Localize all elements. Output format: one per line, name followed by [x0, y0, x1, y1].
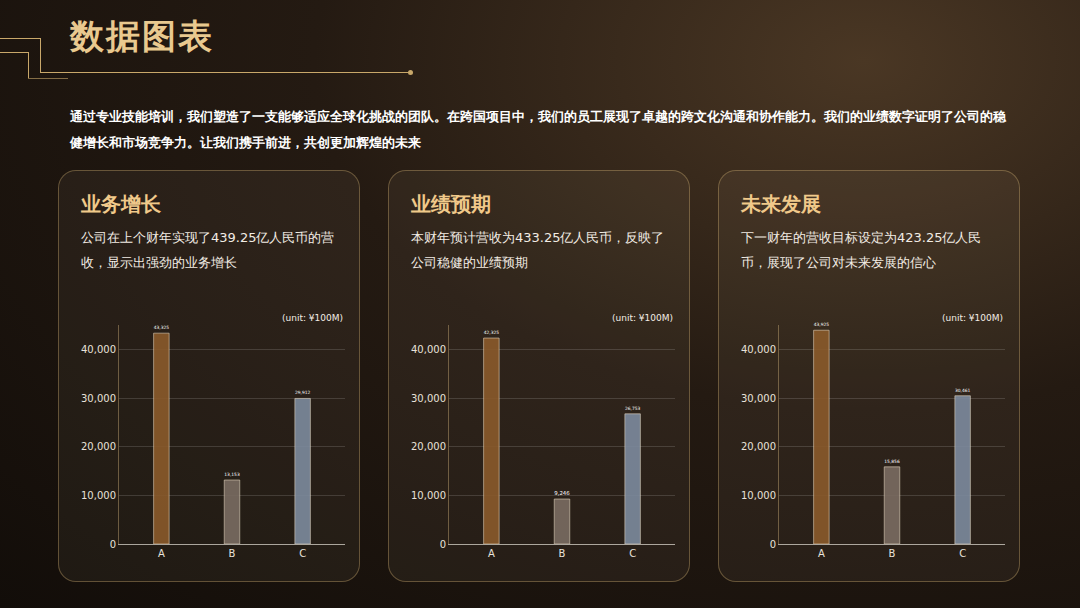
- svg-text:40,000: 40,000: [741, 344, 776, 355]
- svg-text:A: A: [488, 548, 495, 559]
- svg-text:B: B: [889, 548, 896, 559]
- svg-text:0: 0: [110, 539, 116, 550]
- svg-text:30,461: 30,461: [955, 388, 971, 393]
- html-text:未来发展: 未来发展: [741, 192, 821, 216]
- svg-text:B: B: [559, 548, 566, 559]
- svg-text:40,000: 40,000: [411, 344, 446, 355]
- svg-text:15,856: 15,856: [884, 459, 900, 464]
- html-text:公司在上个财年实现了439.25亿人民币的营收，显示出强劲的: 公司在上个财年实现了439.25亿人民币的营收，显示出强劲的业务增长: [81, 230, 335, 270]
- svg-text:30,000: 30,000: [411, 393, 446, 404]
- svg-text:10,000: 10,000: [81, 490, 116, 501]
- svg-text:C: C: [629, 548, 636, 559]
- svg-text:40,000: 40,000: [81, 344, 116, 355]
- svg-text:43,925: 43,925: [814, 322, 830, 327]
- html-text:业务增长: 业务增长: [81, 192, 161, 216]
- svg-text:10,000: 10,000: [411, 490, 446, 501]
- svg-text:A: A: [158, 548, 165, 559]
- svg-text:C: C: [299, 548, 306, 559]
- svg-text:20,000: 20,000: [411, 441, 446, 452]
- svg-text:(unit: ¥100M): (unit: ¥100M): [942, 313, 1003, 323]
- svg-text:9,246: 9,246: [554, 490, 570, 496]
- svg-text:30,000: 30,000: [81, 393, 116, 404]
- html-text:业绩预期: 业绩预期: [411, 192, 491, 216]
- svg-text:A: A: [818, 548, 825, 559]
- svg-text:0: 0: [440, 539, 446, 550]
- svg-text:20,000: 20,000: [741, 441, 776, 452]
- html-text:通过专业技能培训，我们塑造了一支能够适应全球化挑战的团队。在: 通过专业技能培训，我们塑造了一支能够适应全球化挑战的团队。在跨国项目中，我们的员…: [70, 109, 1006, 150]
- svg-text:B: B: [229, 548, 236, 559]
- svg-text:20,000: 20,000: [81, 441, 116, 452]
- svg-text:(unit: ¥100M): (unit: ¥100M): [612, 313, 673, 323]
- svg-text:26,753: 26,753: [625, 406, 641, 411]
- svg-text:30,000: 30,000: [741, 393, 776, 404]
- svg-text:C: C: [959, 548, 966, 559]
- html-text:数据图表: 数据图表: [70, 16, 214, 56]
- svg-text:10,000: 10,000: [741, 490, 776, 501]
- svg-text:0: 0: [770, 539, 776, 550]
- svg-text:(unit: ¥100M): (unit: ¥100M): [282, 313, 343, 323]
- html-text:下一财年的营收目标设定为423.25亿人民币，展现了公司对未: 下一财年的营收目标设定为423.25亿人民币，展现了公司对未来发展的信心: [741, 230, 982, 270]
- html-text:本财年预计营收为433.25亿人民币，反映了公司稳健的业绩预: 本财年预计营收为433.25亿人民币，反映了公司稳健的业绩预期: [411, 230, 665, 270]
- svg-text:43,325: 43,325: [154, 325, 170, 330]
- svg-text:29,912: 29,912: [295, 390, 311, 395]
- svg-text:13,153: 13,153: [224, 472, 240, 477]
- svg-text:42,325: 42,325: [484, 330, 500, 335]
